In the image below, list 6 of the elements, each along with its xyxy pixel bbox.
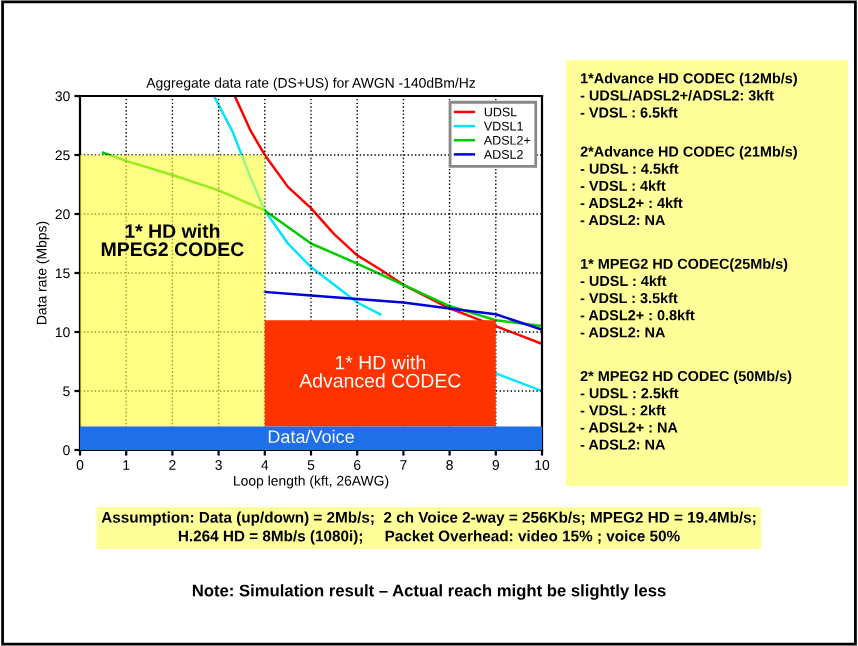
annotation: 1* HD with MPEG2 CODEC	[101, 223, 244, 257]
annotation: Data/Voice	[268, 429, 354, 444]
text: Note: Simulation result – Actual reach might be slightly less	[192, 584, 666, 600]
line-series	[101, 151, 542, 328]
line-series	[263, 290, 542, 331]
annotation: 1* HD with Advanced CODEC	[299, 355, 461, 388]
